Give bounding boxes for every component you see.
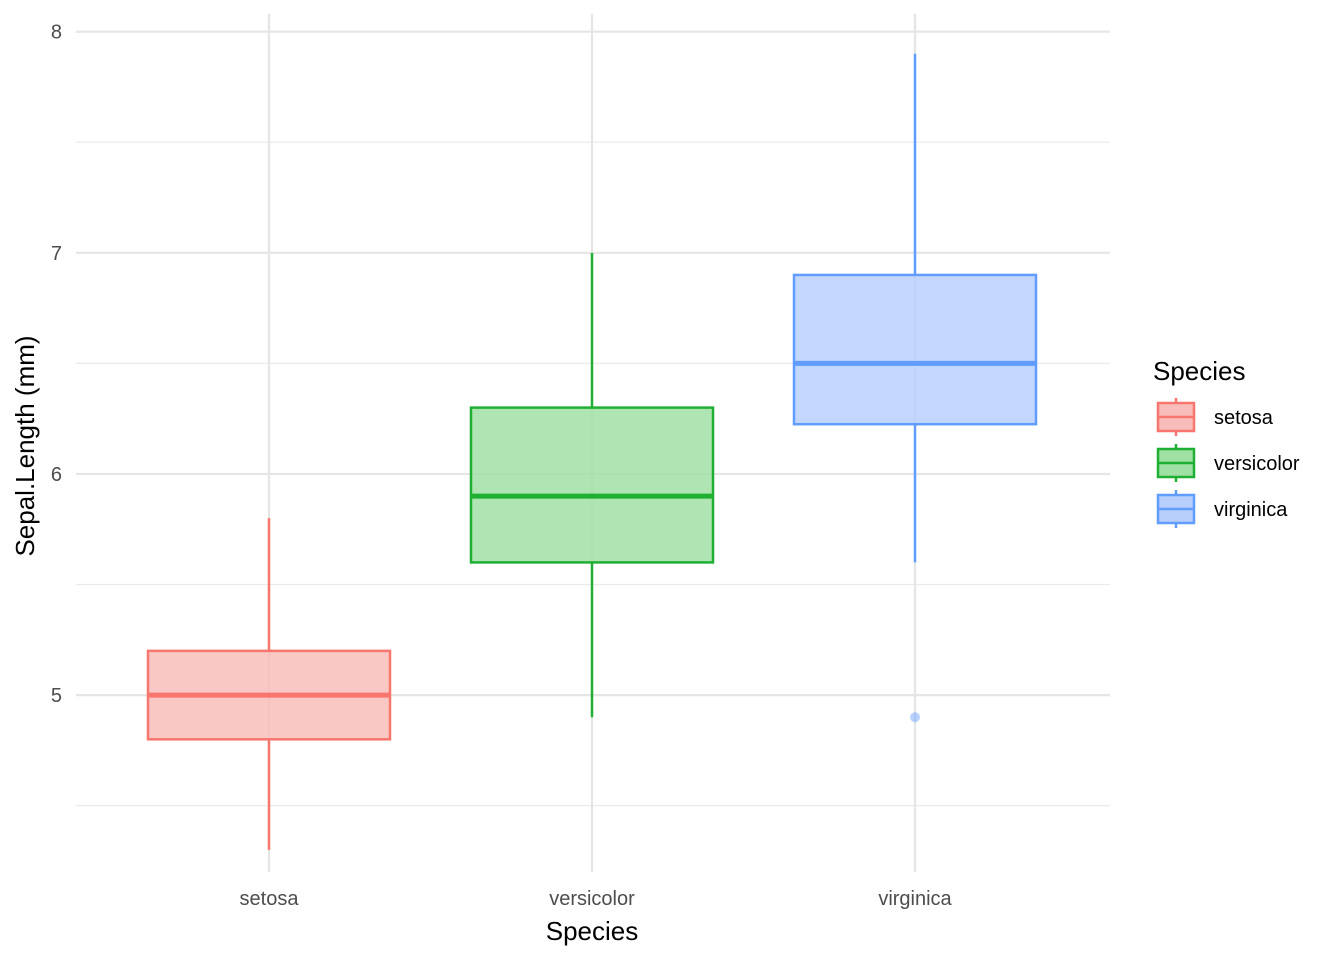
- x-axis-title: Species: [546, 916, 639, 946]
- legend: Species setosa versicolor virginica: [1153, 356, 1300, 528]
- x-tick-label: setosa: [240, 888, 300, 910]
- y-tick-label: 5: [51, 685, 62, 707]
- axis-layer: Species Sepal.Length (mm) 5 6 7 8 setosa vers…: [10, 22, 953, 946]
- y-tick-label: 7: [51, 243, 62, 265]
- legend-title: Species: [1153, 356, 1246, 386]
- box-versicolor: [469, 252, 715, 718]
- iqr-box: [792, 273, 1038, 426]
- x-tick-label: virginica: [878, 888, 952, 910]
- legend-item-versicolor: versicolor: [1156, 444, 1300, 482]
- box-setosa: [146, 518, 392, 850]
- iqr-box: [469, 406, 715, 564]
- legend-item-virginica: virginica: [1156, 490, 1288, 528]
- legend-item-setosa: setosa: [1156, 398, 1274, 436]
- legend-label: versicolor: [1214, 453, 1300, 475]
- outlier-point: [910, 712, 920, 723]
- legend-label: virginica: [1214, 499, 1288, 521]
- legend-label: setosa: [1214, 407, 1274, 429]
- box-virginica: [792, 53, 1038, 723]
- x-tick-label: versicolor: [549, 888, 635, 910]
- y-tick-label: 8: [51, 22, 62, 44]
- y-axis-title: Sepal.Length (mm): [10, 335, 40, 556]
- y-tick-label: 6: [51, 464, 62, 486]
- marks-layer: [146, 53, 1038, 850]
